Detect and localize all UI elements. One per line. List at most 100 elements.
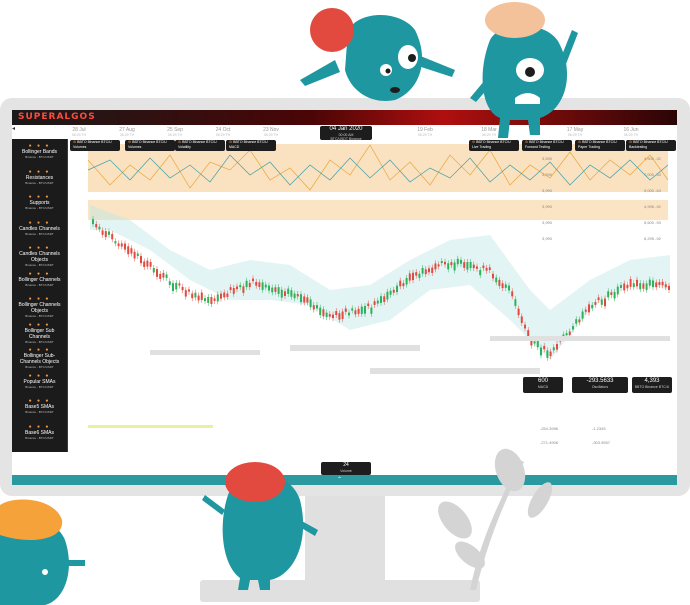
gear-icon[interactable]: ⚙ [472, 140, 477, 144]
trading-chart[interactable] [70, 140, 675, 470]
candle [162, 272, 165, 278]
candle [514, 299, 517, 306]
candle [92, 219, 94, 225]
layer-toggle-icon[interactable]: ● ● ● [28, 321, 51, 328]
candle [357, 308, 360, 314]
candle [562, 334, 565, 338]
candle [380, 296, 382, 303]
candle [392, 289, 395, 293]
chart-panel-header[interactable]: ⚙ BBTO Binance BTC/U Volumes [70, 140, 120, 151]
sidebar-layer-item[interactable]: ● ● ● Bollinger Bands Binance - BTC/USDT [14, 143, 65, 163]
gear-icon[interactable]: ⚙ [629, 140, 634, 144]
volume-badge[interactable]: 24 Volume [321, 462, 371, 475]
sidebar-layer-item[interactable]: ● ● ● Candles Channels Objects Binance - B… [14, 245, 65, 267]
candle [479, 269, 482, 276]
chart-panel-header[interactable]: ⚙ BBTO Binance BTC/U Volumes [125, 140, 175, 151]
sidebar-layer-item[interactable]: ● ● ● Candles Channels Binance - BTC/USDT [14, 220, 65, 240]
chart-panel-header[interactable]: ⚙ BBTO Binance BTC/U Paper Trading [575, 140, 625, 151]
indicator-axis-label: -254.3996 [540, 426, 559, 431]
candle [274, 287, 277, 292]
candle [639, 283, 642, 290]
candle [440, 261, 443, 264]
sidebar-layer-item[interactable]: ● ● ● Popular SMAs Binance - BTC/USDT [14, 373, 65, 393]
timeline-date: 25 Sep 06:29 TH [160, 127, 190, 137]
timeline-date-sub: 06:29 TH [417, 133, 433, 137]
candle [460, 259, 462, 264]
gear-icon[interactable]: ⚙ [578, 140, 583, 144]
candle [312, 305, 315, 310]
layer-toggle-icon[interactable]: ● ● ● [28, 372, 51, 379]
chart-panel-header[interactable]: ⚙ BBTO Binance BTC/U Backtesting [626, 140, 676, 151]
candle [578, 319, 581, 323]
timeline-date-sub: 06:29 TH [215, 133, 231, 137]
candle [434, 263, 437, 270]
gear-icon[interactable]: ⚙ [525, 140, 530, 144]
indicator-readout[interactable]: 600 MACD [523, 377, 563, 393]
gear-icon[interactable]: ⚙ [73, 140, 78, 144]
timeline-date: 24 Oct 06:29 TH [208, 127, 238, 137]
sidebar-layer-item[interactable]: ● ● ● Supports Binance - BTC/USDT [14, 194, 65, 214]
candle [466, 261, 469, 270]
layer-label: Resistances [25, 174, 54, 181]
chart-panel-header[interactable]: ⚙ BBTO Binance BTC/U Volatility [175, 140, 225, 151]
candle [172, 283, 174, 291]
price-axis-label-right: 4,996 -92 [644, 204, 661, 209]
gear-icon[interactable]: ⚙ [128, 140, 133, 144]
layer-toggle-icon[interactable]: ● ● ● [28, 423, 51, 430]
layer-toggle-icon[interactable]: ● ● ● [28, 168, 51, 175]
app-logo[interactable]: SUPERALGOS [18, 112, 96, 122]
layer-toggle-icon[interactable]: ● ● ● [28, 398, 51, 404]
candle [664, 284, 667, 288]
sidebar-layer-item[interactable]: ● ● ● Bollinger Channels Objects Binance -… [14, 296, 65, 318]
candle [370, 307, 373, 314]
sidebar-layer-item[interactable]: ● ● ● Bollinger Sub-Channels Objects Binan… [14, 347, 65, 369]
candle [213, 298, 216, 301]
mascot-top-left [300, 8, 455, 101]
candle [386, 291, 389, 300]
layer-label: Base5 SMAs [25, 404, 54, 410]
current-date-badge[interactable]: 04 Jan 2020 00:00 AM BTC/USDT Binance [320, 126, 372, 141]
bollinger-channel [90, 205, 670, 360]
layer-toggle-icon[interactable]: ● ● ● [28, 245, 51, 251]
price-axis-label: 3,590 [542, 156, 553, 161]
gear-icon[interactable]: ⚙ [229, 140, 234, 144]
candle [175, 282, 178, 290]
layer-toggle-icon[interactable]: ● ● ● [28, 143, 51, 149]
candle [508, 285, 510, 291]
candle [568, 331, 571, 336]
sidebar-layer-item[interactable]: ● ● ● Bollinger Sub Channels Binance - BTC… [14, 321, 65, 344]
sidebar-layer-item[interactable]: ● ● ● Base6 SMAs Binance - BTC/USDT [14, 424, 65, 444]
chevron-up-icon[interactable]: ⌃ [337, 477, 343, 483]
indicator-readout[interactable]: 4,393 BBTO Binance BTC/U [632, 377, 672, 393]
layer-label: Candles Channels Objects [19, 251, 60, 263]
candle [620, 285, 622, 289]
layer-label: Bollinger Sub Channels [24, 327, 55, 340]
layer-toggle-icon[interactable]: ● ● ● [28, 296, 51, 302]
layer-toggle-icon[interactable]: ● ● ● [28, 219, 51, 226]
indicator-readout[interactable]: -293.5633 Oscillators [572, 377, 628, 393]
sidebar-layer-item[interactable]: ● ● ● Bollinger Channels Binance - BTC/USD… [14, 271, 65, 291]
candle [95, 223, 98, 228]
panel-title: BBTO Binance BTC/U [476, 140, 511, 144]
candle [383, 296, 386, 302]
mascot-top-right [470, 2, 578, 138]
chart-panel-header[interactable]: ⚙ BBTO Binance BTC/U MACD [226, 140, 276, 151]
sidebar-layer-item[interactable]: ● ● ● Base5 SMAs Binance - BTC/USDT [14, 398, 65, 418]
panel-title: BBTO Binance BTC/U [132, 140, 167, 144]
layer-toggle-icon[interactable]: ● ● ● [28, 270, 51, 277]
panel-subtitle: Volatility [178, 145, 191, 149]
candle [472, 264, 475, 269]
layer-toggle-icon[interactable]: ● ● ● [28, 194, 51, 200]
candle [309, 299, 312, 308]
sidebar-layer-item[interactable]: ● ● ● Resistances Binance - BTC/USDT [14, 169, 65, 189]
chart-panel-header[interactable]: ⚙ BBTO Binance BTC/U Forward Testing [522, 140, 572, 151]
candle [335, 311, 338, 316]
candle [223, 292, 226, 298]
price-axis-label: 3,990 [542, 204, 553, 209]
gear-icon[interactable]: ⚙ [178, 140, 183, 144]
layer-toggle-icon[interactable]: ● ● ● [28, 347, 51, 353]
sidebar-toggle[interactable]: ◂ [12, 125, 20, 139]
candle [258, 282, 261, 287]
chart-panel-header[interactable]: ⚙ BBTO Binance BTC/U Live Trading [469, 140, 519, 151]
price-axis-label-right: 6,295 -92 [644, 236, 661, 241]
